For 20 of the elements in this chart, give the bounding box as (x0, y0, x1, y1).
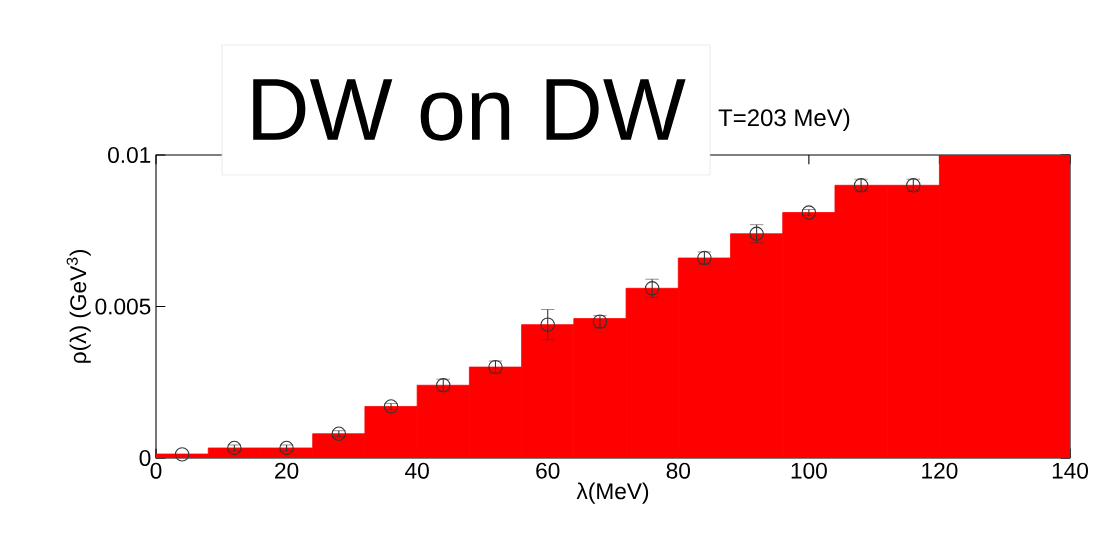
chart-title: T=203 MeV) (718, 108, 850, 131)
x-tick-label: 40 (405, 462, 429, 479)
x-tick-label: 100 (791, 462, 827, 479)
point (331, 426, 347, 441)
point (279, 440, 294, 456)
text: DW on DW (253, 79, 686, 141)
x-tick-label: 120 (922, 462, 958, 479)
point (227, 440, 242, 456)
y-axis-title: ρ(λ) (GeV$^{3}$) (66, 250, 91, 363)
x-tick-label: 0 (150, 462, 162, 479)
y-tick-label: 0.005 (95, 298, 151, 315)
point (540, 317, 555, 332)
x-axis-title: λ(MeV) (576, 482, 649, 504)
x-tick-label: 140 (1052, 462, 1089, 479)
x-tick-label: 80 (666, 462, 691, 479)
y-tick-label: 0.01 (108, 146, 151, 164)
x-tick-label: 20 (275, 462, 299, 479)
x-tick-label: 60 (536, 462, 560, 479)
point (174, 447, 190, 462)
y-tick-label: 0 (139, 449, 151, 467)
